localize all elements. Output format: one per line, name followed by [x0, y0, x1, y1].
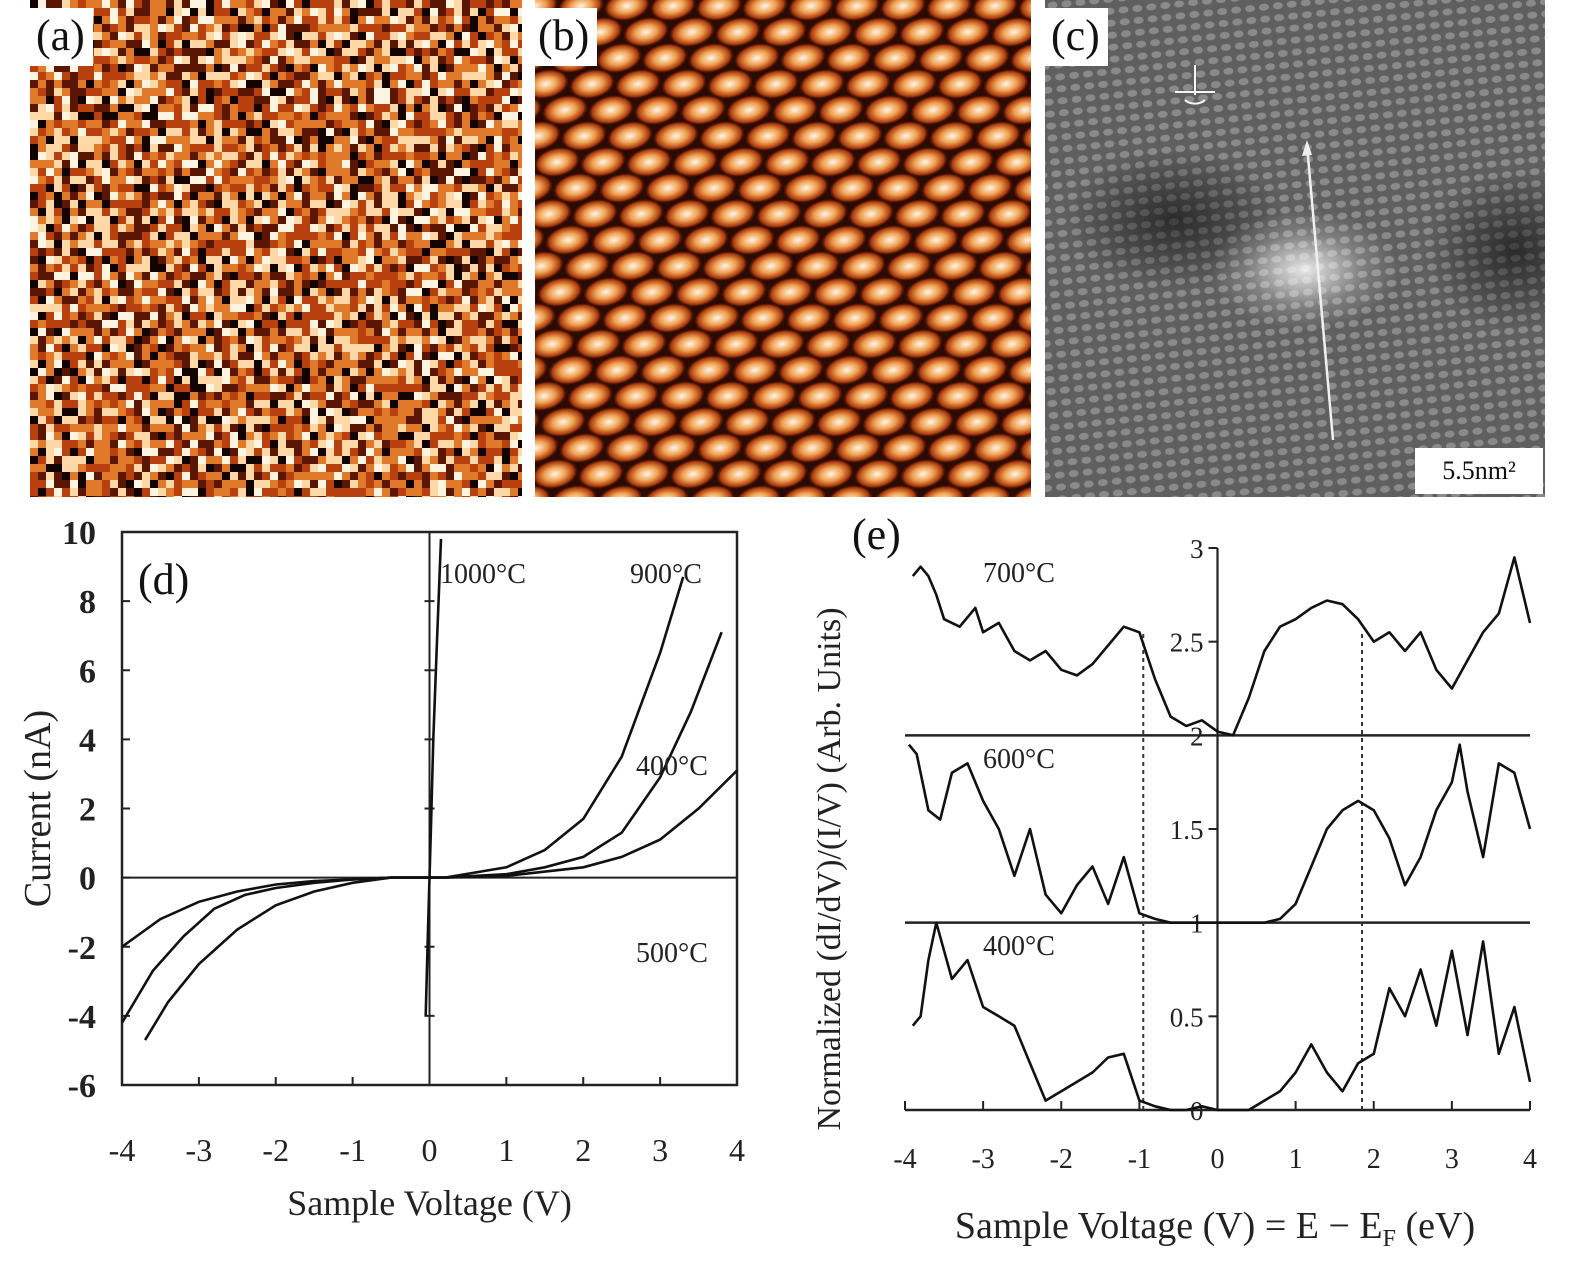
chart-e-xtick-label: 3 [1445, 1144, 1459, 1175]
chart-d-xtick-label: -1 [339, 1132, 366, 1168]
chart-d-xlabel: Sample Voltage (V) [287, 1183, 572, 1223]
chart-e-ytick-label: 1 [1190, 909, 1204, 939]
chart-d-annotation: 400°C [636, 751, 708, 782]
chart-e-xtick-label: 4 [1523, 1144, 1537, 1175]
compass-icon [1175, 65, 1215, 105]
chart-d-xtick-label: -4 [109, 1132, 136, 1168]
panel-label-d: (d) [138, 555, 190, 604]
chart-d-xtick-label: 0 [422, 1132, 438, 1168]
chart-e-xtick-label: -1 [1128, 1144, 1151, 1175]
chart-d: -6 -4 -2 0 2 4 6 8 10 -4 -3 -2 -1 0 1 2 3 4 Sample Voltage… [17, 515, 745, 1223]
chart-d-ytick-label: 4 [79, 722, 96, 759]
chart-d-ytick-label: 0 [79, 861, 96, 898]
chart-e-xlabel: Sample Voltage (V) = E − EF (eV) [955, 1205, 1475, 1252]
chart-d-ytick-label: -4 [68, 999, 96, 1036]
chart-d-ytick-label: 8 [79, 584, 96, 621]
chart-d-series-line [121, 576, 685, 948]
chart-e-annotation: 400°C [983, 931, 1055, 962]
chart-d-ytick-label: 6 [79, 653, 96, 690]
chart-d-ytick-label: -2 [68, 930, 96, 967]
stm-image-a-canvas [30, 0, 522, 497]
chart-e-ytick-label: 1.5 [1170, 815, 1204, 845]
chart-e: 0 0.5 1 1.5 2 2.5 3 -4 -3 -2 -1 0 1 2 3 4 Sample Voltage… [811, 534, 1537, 1252]
chart-e-series-line [907, 743, 1532, 924]
panel-label-a: (a) [30, 8, 93, 66]
chart-e-series-line [911, 921, 1532, 1112]
panel-label-b: (b) [532, 8, 598, 66]
chart-d-ylabel: Current (nA) [17, 710, 59, 907]
chart-e-annotation: 700°C [983, 558, 1055, 589]
chart-e-annotation: 600°C [983, 744, 1055, 775]
chart-d-xtick-label: 1 [498, 1132, 514, 1168]
stm-image-c [1045, 0, 1545, 497]
chart-d-xtick-label: 2 [575, 1132, 591, 1168]
chart-d-series-line [120, 631, 723, 1024]
chart-d-xtick-label: -2 [262, 1132, 289, 1168]
chart-d-xtick-label: -3 [186, 1132, 213, 1168]
stm-image-b [535, 0, 1031, 497]
chart-d-frame [120, 530, 739, 1087]
chart-e-xtick-label: -3 [971, 1144, 994, 1175]
stm-image-c-canvas [1045, 0, 1545, 497]
chart-e-ytick-label: 2.5 [1170, 628, 1204, 658]
chart-d-series-line [424, 538, 443, 1016]
chart-d-annotation: 900°C [630, 559, 702, 590]
chart-e-ytick-label: 0 [1190, 1096, 1204, 1126]
panel-label-c: (c) [1045, 8, 1108, 66]
chart-e-xtick-label: -4 [893, 1144, 916, 1175]
chart-e-xtick-label: 0 [1211, 1144, 1225, 1175]
chart-e-xtick-label: 1 [1289, 1144, 1303, 1175]
chart-d-ytick-label: 2 [79, 792, 96, 829]
chart-e-xtick-label: 2 [1367, 1144, 1381, 1175]
chart-d-annotation: 1000°C [440, 559, 526, 590]
chart-e-xtick-label: -2 [1050, 1144, 1073, 1175]
chart-d-ytick-label: -6 [68, 1068, 96, 1105]
chart-d-annotation: 500°C [636, 938, 708, 969]
chart-e-ytick-label: 3 [1190, 534, 1204, 564]
chart-d-xtick-label: 3 [652, 1132, 668, 1168]
stm-image-a [30, 0, 522, 497]
stm-image-b-canvas [535, 0, 1031, 497]
chart-e-ylabel: Normalized (dI/dV)/(I/V) (Arb. Units) [811, 607, 848, 1130]
chart-e-series-line [911, 556, 1532, 737]
chart-e-ytick-label: 2 [1190, 721, 1204, 751]
panel-label-e: (e) [852, 510, 901, 559]
scale-bar-label: 5.5nm² [1415, 448, 1543, 494]
chart-e-ytick-label: 0.5 [1170, 1002, 1204, 1032]
chart-d-series-line [143, 769, 738, 1041]
chart-d-xtick-label: 4 [729, 1132, 745, 1168]
chart-d-ytick-label: 10 [62, 515, 96, 552]
